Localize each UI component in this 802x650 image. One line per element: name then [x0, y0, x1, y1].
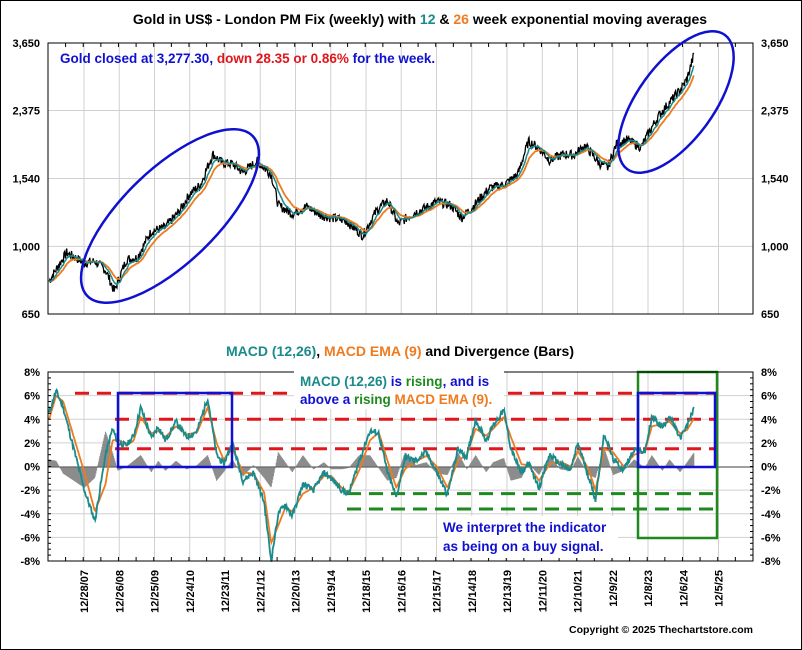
macd-y-label-right: -6% [761, 532, 781, 544]
price-y-label-right: 2,375 [761, 105, 789, 117]
macd-chart-title: MACD (12,26), MACD EMA (9) and Divergenc… [226, 343, 574, 359]
copyright-text: Copyright © 2025 Thechartstore.com [569, 624, 753, 636]
ema-26-line [48, 75, 695, 283]
macd-y-label-left: -2% [20, 485, 40, 497]
macd-y-label-left: 8% [24, 367, 40, 379]
price-annotation-part: for the week. [349, 51, 435, 66]
macd-title-part: and Divergence (Bars) [422, 343, 575, 359]
x-tick-label: 12/19/14 [326, 569, 338, 613]
price-axis-ticks [65, 43, 754, 47]
price-y-label-left: 1,000 [12, 241, 40, 253]
price-y-axis-labels: 3,650 3,650 2,375 2,375 1,540 1,540 1,000 1,000… [12, 38, 788, 321]
price-title-part: Gold in US$ - London PM Fix (weekly) wit… [133, 11, 420, 27]
macd-y-label-left: 6% [24, 391, 40, 403]
macd-annotation-part: MACD (12,26) [300, 374, 387, 389]
macd-line [48, 387, 695, 562]
macd-y-label-right: 0% [761, 462, 777, 474]
price-annotation-part: Gold closed at 3,277.30, [60, 51, 217, 66]
price-chart-title: Gold in US$ - London PM Fix (weekly) wit… [133, 11, 707, 27]
x-tick-label: 12/10/21 [573, 570, 585, 613]
price-y-label-right: 650 [761, 309, 779, 321]
price-y-label-left: 2,375 [12, 105, 40, 117]
buy-signal-annotation-bg [438, 516, 618, 558]
macd-y-label-right: 6% [761, 391, 777, 403]
macd-y-axis-labels: 8% 8% 6% 6% 4% 4% 2% 2% 0% 0% -2% -2% -4% -4% -6% -6% -8… [20, 367, 780, 568]
x-tick-label: 12/26/08 [114, 570, 126, 613]
price-title-part: week exponential moving averages [469, 11, 707, 27]
price-y-label-right: 3,650 [761, 38, 789, 50]
price-y-label-right: 1,540 [761, 174, 789, 186]
x-tick-label: 12/14/18 [467, 570, 479, 613]
price-title-part: 12 [420, 11, 436, 27]
macd-y-label-left: -8% [20, 556, 40, 568]
price-grid [48, 43, 753, 314]
highlight-box-green-recent [636, 370, 719, 540]
price-y-label-right: 1,000 [761, 241, 789, 253]
ema-12-line [48, 65, 695, 286]
x-tick-label: 12/18/15 [361, 570, 373, 613]
x-tick-label: 12/13/19 [502, 570, 514, 613]
macd-y-label-left: 2% [24, 438, 40, 450]
macd-y-label-left: -6% [20, 532, 40, 544]
highlight-ellipse-2023-2025 [617, 29, 735, 175]
gold-price-line [48, 52, 695, 292]
x-tick-label: 12/28/07 [79, 570, 91, 613]
macd-y-label-left: -4% [20, 509, 40, 521]
macd-annotation-part: , and is [443, 374, 490, 389]
macd-annotation-part: rising [406, 374, 443, 389]
macd-axis-ticks [48, 371, 754, 562]
macd-annotation-part: above a [300, 392, 354, 407]
price-title-part: & [436, 11, 454, 27]
x-tick-label: 12/8/23 [643, 570, 655, 607]
x-tick-label: 12/11/20 [537, 570, 549, 612]
macd-y-label-left: 4% [24, 414, 40, 426]
macd-y-label-right: 8% [761, 367, 777, 379]
highlight-box-blue-recent [636, 391, 717, 469]
x-tick-label: 12/21/12 [255, 570, 267, 613]
macd-y-label-right: -8% [761, 556, 781, 568]
price-annotation-part: down 28.35 or 0.86% [217, 51, 349, 66]
macd-y-label-right: -4% [761, 509, 781, 521]
x-tick-label: 12/25/09 [150, 570, 162, 613]
macd-y-label-right: 4% [761, 414, 777, 426]
x-tick-label: 12/15/17 [432, 570, 444, 613]
x-tick-label: 12/20/13 [291, 570, 303, 613]
price-annotation: Gold closed at 3,277.30, down 28.35 or 0… [60, 51, 435, 66]
macd-title-part: , [316, 343, 324, 359]
macd-annotation-part: is [387, 374, 406, 389]
price-y-label-left: 3,650 [12, 38, 40, 50]
macd-title-part: MACD EMA (9) [324, 343, 421, 359]
highlight-ellipse-2008-2011 [79, 128, 261, 304]
x-axis-labels: 12/28/07 12/26/08 12/25/09 12/24/10 12/23/11… [79, 569, 726, 613]
macd-y-label-left: 0% [24, 462, 40, 474]
macd-annotation-part: MACD EMA (9). [391, 392, 493, 407]
x-tick-label: 12/16/16 [396, 570, 408, 613]
macd-annotation-part: rising [354, 392, 391, 407]
x-tick-label: 12/9/22 [608, 570, 620, 607]
macd-annotation-bg [294, 371, 504, 409]
price-y-label-left: 650 [22, 309, 40, 321]
x-tick-label: 12/6/24 [678, 569, 690, 607]
price-series [48, 52, 695, 292]
x-tick-label: 12/24/10 [185, 570, 197, 613]
x-tick-label: 12/5/25 [714, 570, 726, 607]
buy-signal-annotation-line-2: as being on a buy signal. [443, 539, 604, 554]
highlight-box-2009-2011 [116, 391, 234, 469]
x-tick-label: 12/23/11 [220, 570, 232, 612]
macd-annotation-line-1: MACD (12,26) is rising, and is [300, 374, 489, 389]
price-y-label-left: 1,540 [12, 174, 40, 186]
price-title-part: 26 [453, 11, 469, 27]
macd-y-label-right: 2% [761, 438, 777, 450]
buy-signal-annotation-line-1: We interpret the indicator [443, 520, 607, 535]
macd-series [48, 387, 695, 562]
macd-title-part: MACD (12,26) [226, 343, 316, 359]
macd-y-label-right: -2% [761, 485, 781, 497]
macd-annotation-line-2: above a rising MACD EMA (9). [300, 392, 492, 407]
